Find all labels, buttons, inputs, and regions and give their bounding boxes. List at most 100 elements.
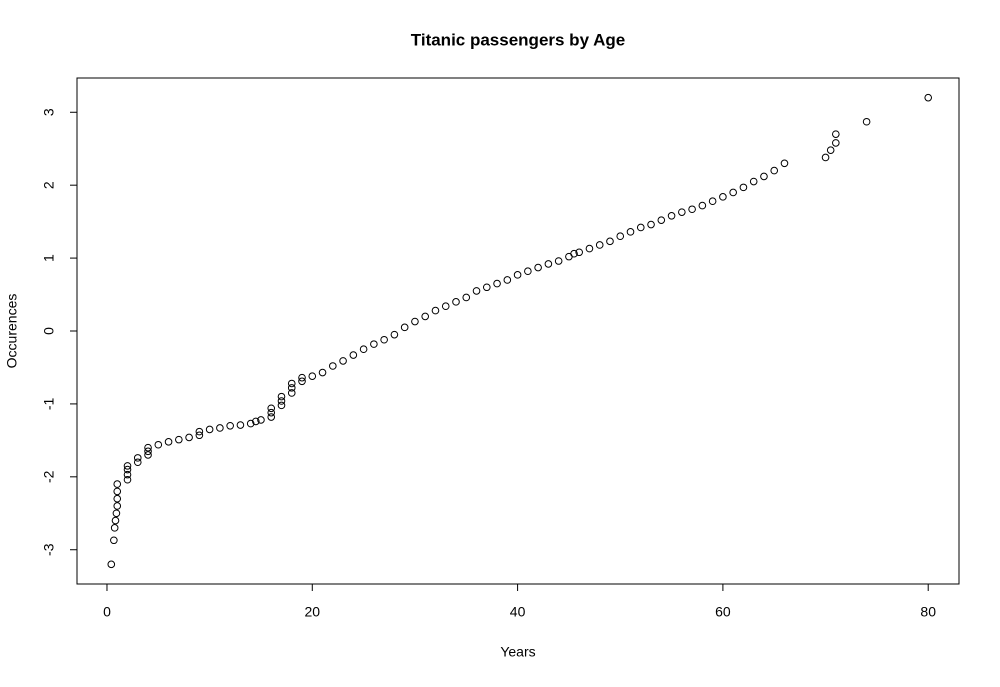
point — [205, 425, 214, 434]
y-tick-label: 2 — [41, 181, 57, 189]
point — [370, 340, 378, 348]
point — [112, 509, 121, 518]
point — [113, 494, 122, 503]
point — [267, 404, 276, 413]
x-tick-label: 40 — [510, 604, 526, 620]
point — [595, 241, 604, 249]
point — [113, 487, 122, 496]
point — [749, 177, 758, 186]
point — [246, 419, 255, 428]
point — [503, 276, 512, 284]
point — [647, 220, 655, 229]
y-tick-label: -1 — [41, 397, 57, 410]
x-axis-label: Years — [500, 644, 535, 660]
point — [277, 397, 286, 405]
point — [133, 454, 142, 462]
point — [585, 244, 594, 253]
point — [110, 524, 119, 532]
point — [821, 153, 830, 162]
point — [133, 458, 142, 467]
point — [606, 237, 614, 246]
point — [452, 298, 460, 306]
point — [770, 166, 779, 175]
point — [832, 130, 840, 138]
point — [431, 306, 440, 315]
point — [570, 249, 578, 258]
point — [185, 433, 193, 442]
point — [339, 357, 347, 365]
point — [107, 560, 116, 569]
point — [544, 260, 553, 268]
point — [554, 257, 563, 265]
point — [441, 302, 450, 311]
point — [195, 427, 204, 436]
point — [123, 470, 132, 479]
point — [144, 443, 152, 452]
point — [267, 408, 276, 417]
point — [626, 228, 635, 236]
chart-title: Titanic passengers by Age — [411, 30, 625, 49]
point — [113, 502, 122, 510]
point — [298, 373, 306, 382]
y-tick-label: -2 — [41, 470, 57, 483]
point — [318, 368, 327, 377]
point — [359, 345, 368, 354]
point — [329, 362, 337, 370]
point — [277, 392, 286, 401]
point — [616, 232, 625, 241]
point — [236, 421, 245, 429]
point — [411, 317, 419, 326]
point — [287, 384, 296, 392]
point — [832, 139, 840, 147]
point — [123, 475, 132, 484]
point — [575, 248, 583, 257]
point — [688, 205, 696, 214]
point — [154, 440, 163, 449]
point — [719, 193, 727, 201]
point — [144, 447, 152, 456]
y-tick-label: -3 — [41, 543, 57, 556]
x-tick-label: 80 — [920, 604, 936, 620]
point — [252, 417, 260, 426]
point — [390, 330, 399, 339]
point — [524, 267, 532, 276]
point — [349, 351, 358, 359]
point — [760, 172, 768, 181]
point — [667, 212, 676, 220]
point — [729, 188, 737, 197]
point — [195, 431, 204, 440]
point — [144, 451, 152, 459]
y-tick-label: 3 — [41, 108, 57, 116]
point — [698, 201, 707, 210]
point — [636, 223, 645, 232]
point — [123, 462, 132, 470]
point — [678, 208, 686, 216]
point — [123, 465, 132, 474]
point — [534, 263, 542, 272]
x-tick-label: 0 — [103, 604, 111, 620]
y-axis-label: Occurences — [4, 294, 20, 369]
point — [164, 438, 173, 446]
point — [298, 377, 306, 386]
point — [657, 216, 666, 224]
point — [277, 401, 286, 410]
point — [267, 413, 276, 421]
point — [111, 516, 120, 525]
point — [513, 271, 522, 279]
point — [482, 283, 491, 292]
point — [462, 293, 471, 302]
point — [862, 117, 871, 126]
point — [113, 480, 122, 488]
point — [175, 435, 183, 444]
y-tick-label: 0 — [41, 327, 57, 335]
point — [493, 279, 501, 288]
y-tick-label: 1 — [41, 254, 57, 262]
x-tick-label: 60 — [715, 604, 731, 620]
point — [308, 372, 317, 381]
point — [110, 536, 118, 545]
x-tick-label: 20 — [304, 604, 320, 620]
point — [287, 389, 296, 397]
point — [400, 323, 409, 332]
point — [380, 335, 388, 344]
point — [216, 424, 224, 432]
